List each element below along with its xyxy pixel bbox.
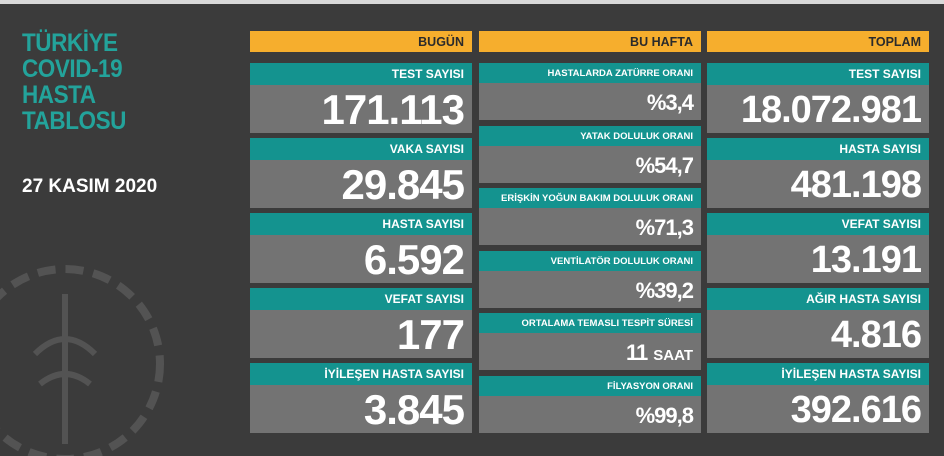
stat-label: ERİŞKİN YOĞUN BAKIM DOLULUK ORANI [479, 188, 701, 209]
stat-label: HASTA SAYISI [707, 138, 929, 160]
stat-value-box: %99,8 [479, 396, 701, 433]
stat-value: 481.198 [790, 164, 922, 206]
stat-cell: VEFAT SAYISI 177 [250, 288, 472, 358]
stat-value-box: 11 SAAT [479, 333, 701, 371]
stat-cell: VENTİLATÖR DOLULUK ORANI %39,2 [479, 250, 701, 308]
stat-label: VAKA SAYISI [250, 138, 472, 160]
column: BUGÜN TEST SAYISI 171.113 VAKA SAYISI 29.845… [250, 31, 472, 433]
stat-label: HASTA SAYISI [250, 213, 472, 235]
stat-value: 29.845 [341, 161, 465, 208]
title: TÜRKİYE COVID-19 HASTA TABLOSU [22, 30, 137, 134]
column: TOPLAM TEST SAYISI 18.072.981 HASTA SAYISI 4… [707, 31, 929, 433]
stat-cell: HASTA SAYISI 481.198 [707, 138, 929, 208]
title-line: TABLOSU [22, 107, 126, 135]
stat-label: YATAK DOLULUK ORANI [479, 125, 701, 146]
stat-value: 6.592 [363, 236, 465, 283]
stat-label: TEST SAYISI [707, 63, 929, 85]
stat-value: 3.845 [363, 386, 465, 433]
stat-cell: HASTALARDA ZATÜRRE ORANI %3,4 [479, 63, 701, 120]
title-line: COVID-19 [22, 55, 123, 83]
stat-value: %71,3 [635, 215, 694, 241]
stat-value-box: 177 [250, 310, 472, 358]
stat-cell: ORTALAMA TEMASLI TESPİT SÜRESİ 11 SAAT [479, 313, 701, 371]
stat-value-box: %3,4 [479, 83, 701, 120]
stat-value: 18.072.981 [740, 89, 922, 131]
stat-label: İYİLEŞEN HASTA SAYISI [707, 363, 929, 385]
stat-value: 4.816 [830, 314, 922, 356]
stat-value-box: 171.113 [250, 85, 472, 133]
stat-cell: ERİŞKİN YOĞUN BAKIM DOLULUK ORANI %71,3 [479, 188, 701, 246]
stat-label: VEFAT SAYISI [707, 213, 929, 235]
stat-unit: SAAT [653, 347, 693, 365]
stat-value: 177 [396, 311, 465, 358]
stat-value: 171.113 [321, 86, 465, 133]
stat-label: VENTİLATÖR DOLULUK ORANI [479, 250, 701, 271]
stat-cell: YATAK DOLULUK ORANI %54,7 [479, 125, 701, 183]
column-header: BU HAFTA [479, 31, 701, 52]
column: BU HAFTA HASTALARDA ZATÜRRE ORANI %3,4 YATA… [479, 31, 701, 433]
stat-value-box: %54,7 [479, 145, 701, 183]
stat-value: %39,2 [635, 277, 694, 303]
emblem [0, 265, 164, 456]
stat-value-box: 392.616 [707, 385, 929, 433]
stat-value: 392.616 [790, 389, 922, 431]
column-header: BUGÜN [250, 31, 472, 52]
stat-cell: İYİLEŞEN HASTA SAYISI 392.616 [707, 363, 929, 433]
stat-cell: VAKA SAYISI 29.845 [250, 138, 472, 208]
title-line: TÜRKİYE [22, 29, 118, 57]
stat-value-box: 29.845 [250, 160, 472, 208]
stat-value: %99,8 [635, 403, 694, 428]
stat-label: İYİLEŞEN HASTA SAYISI [250, 363, 472, 385]
stat-value-box: %71,3 [479, 208, 701, 246]
stat-cell: AĞIR HASTA SAYISI 4.816 [707, 288, 929, 358]
stat-label: AĞIR HASTA SAYISI [707, 288, 929, 310]
date: 27 KASIM 2020 [22, 176, 158, 197]
stat-value: %3,4 [646, 90, 694, 115]
stat-value-box: 13.191 [707, 235, 929, 283]
stat-cell: HASTA SAYISI 6.592 [250, 213, 472, 283]
stat-value-box: %39,2 [479, 270, 701, 308]
stat-value-box: 4.816 [707, 310, 929, 358]
stat-label: FİLYASYON ORANI [479, 376, 701, 396]
stat-label: TEST SAYISI [250, 63, 472, 85]
stat-value: 11 [626, 340, 648, 366]
stat-value-box: 18.072.981 [707, 85, 929, 133]
stat-cell: TEST SAYISI 18.072.981 [707, 63, 929, 133]
stat-cell: VEFAT SAYISI 13.191 [707, 213, 929, 283]
stat-label: HASTALARDA ZATÜRRE ORANI [479, 63, 701, 83]
stat-value-box: 481.198 [707, 160, 929, 208]
stat-value-box: 6.592 [250, 235, 472, 283]
stat-cell: TEST SAYISI 171.113 [250, 63, 472, 133]
stat-label: ORTALAMA TEMASLI TESPİT SÜRESİ [479, 313, 701, 334]
stat-value: 13.191 [810, 239, 922, 281]
stat-value-box: 3.845 [250, 385, 472, 433]
column-header: TOPLAM [707, 31, 929, 52]
stat-value: %54,7 [635, 152, 694, 178]
stat-cell: FİLYASYON ORANI %99,8 [479, 376, 701, 433]
stat-label: VEFAT SAYISI [250, 288, 472, 310]
title-line: HASTA [22, 81, 96, 109]
stat-cell: İYİLEŞEN HASTA SAYISI 3.845 [250, 363, 472, 433]
